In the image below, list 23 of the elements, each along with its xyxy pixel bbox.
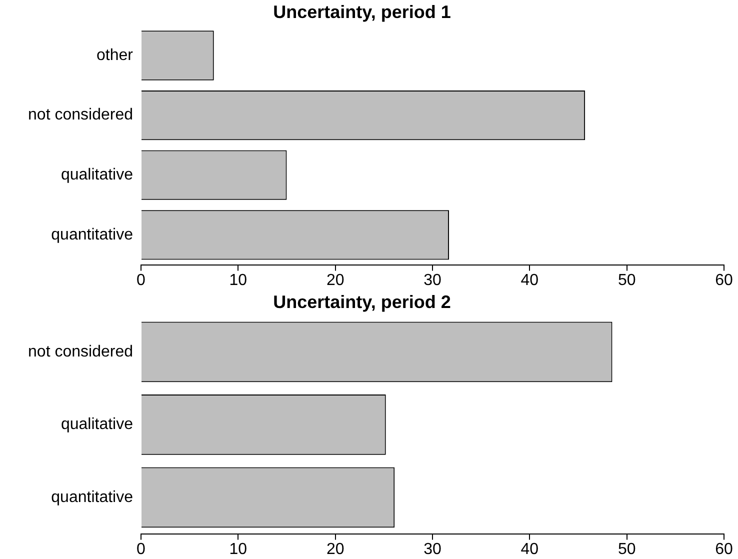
y-tick-label: qualitative	[60, 416, 134, 434]
y-tick-label: other	[96, 46, 134, 64]
x-tick-label: 40	[520, 272, 539, 289]
chart-title: Uncertainty, period 1	[273, 2, 451, 22]
x-tick-label: 10	[229, 540, 248, 558]
y-tick-label: not considered	[28, 106, 133, 124]
y-tick-label: quantitative	[51, 226, 134, 244]
x-tick-label: 40	[520, 540, 539, 558]
x-tick-label: 30	[424, 272, 442, 289]
x-tick-label: 30	[424, 540, 442, 558]
chart-title: Uncertainty, period 2	[273, 292, 451, 312]
x-tick-label: 20	[326, 540, 344, 558]
x-tick-label: 50	[618, 272, 636, 289]
y-tick-label: not considered	[28, 343, 133, 360]
x-tick-label: 10	[229, 272, 248, 289]
x-tick-label: 0	[136, 540, 146, 558]
y-tick-label: qualitative	[60, 166, 134, 184]
x-tick-label: 60	[715, 540, 733, 558]
x-tick-label: 50	[618, 540, 636, 558]
x-tick-label: 60	[715, 272, 733, 289]
x-tick-label: 20	[326, 272, 344, 289]
x-tick-label: 0	[136, 272, 146, 289]
y-tick-label: quantitative	[51, 488, 134, 506]
